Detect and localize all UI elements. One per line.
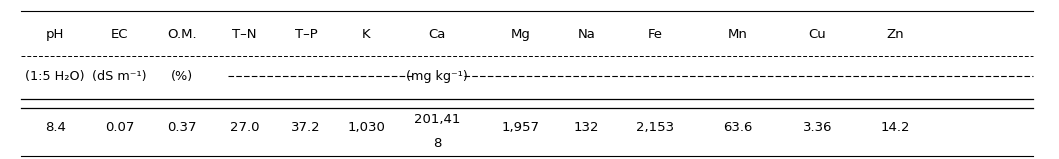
Text: T–P: T–P bbox=[294, 28, 318, 41]
Text: Mg: Mg bbox=[511, 28, 531, 41]
Text: T–N: T–N bbox=[232, 28, 257, 41]
Text: pH: pH bbox=[46, 28, 65, 41]
Text: Cu: Cu bbox=[809, 28, 826, 41]
Text: (1:5 H₂O): (1:5 H₂O) bbox=[25, 70, 85, 83]
Text: 201,41: 201,41 bbox=[414, 113, 461, 126]
Text: Na: Na bbox=[578, 28, 595, 41]
Text: Zn: Zn bbox=[886, 28, 903, 41]
Text: 1,957: 1,957 bbox=[502, 121, 540, 134]
Text: 0.07: 0.07 bbox=[105, 121, 134, 134]
Text: Fe: Fe bbox=[648, 28, 663, 41]
Text: 27.0: 27.0 bbox=[230, 121, 259, 134]
Text: 8.4: 8.4 bbox=[44, 121, 66, 134]
Text: EC: EC bbox=[111, 28, 128, 41]
Text: 3.36: 3.36 bbox=[803, 121, 832, 134]
Text: 2,153: 2,153 bbox=[636, 121, 675, 134]
Text: (dS m⁻¹): (dS m⁻¹) bbox=[92, 70, 147, 83]
Text: Mn: Mn bbox=[729, 28, 748, 41]
Text: 132: 132 bbox=[574, 121, 599, 134]
Text: 0.37: 0.37 bbox=[167, 121, 197, 134]
Text: O.M.: O.M. bbox=[167, 28, 197, 41]
Text: (mg kg⁻¹): (mg kg⁻¹) bbox=[407, 70, 468, 83]
Text: 1,030: 1,030 bbox=[347, 121, 385, 134]
Text: 37.2: 37.2 bbox=[291, 121, 321, 134]
Text: Ca: Ca bbox=[429, 28, 446, 41]
Text: 63.6: 63.6 bbox=[723, 121, 753, 134]
Text: 8: 8 bbox=[433, 137, 442, 150]
Text: 14.2: 14.2 bbox=[880, 121, 910, 134]
Text: K: K bbox=[362, 28, 371, 41]
Text: (%): (%) bbox=[172, 70, 193, 83]
